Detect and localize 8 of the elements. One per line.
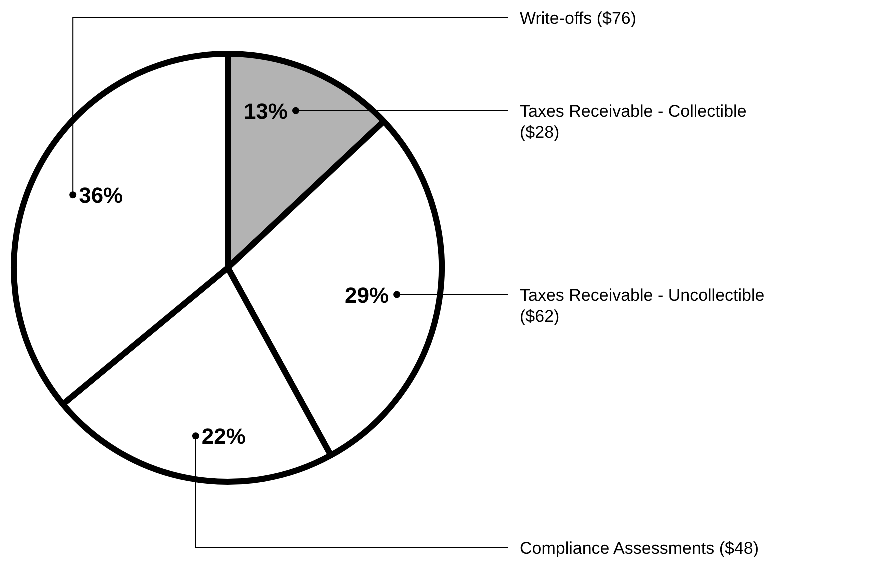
data-label: 13% <box>244 98 288 124</box>
slice-label: Taxes Receivable - Collectible ($28) <box>520 102 747 142</box>
slice-label: Compliance Assessments ($48) <box>520 539 760 558</box>
data-label: 29% <box>345 282 390 308</box>
data-label: 36% <box>79 183 124 208</box>
data-label: 22% <box>202 424 246 450</box>
slice-label: Taxes Receivable - Uncollectible ($62) <box>520 286 765 326</box>
slice-label: Write-offs ($76) <box>520 9 637 28</box>
